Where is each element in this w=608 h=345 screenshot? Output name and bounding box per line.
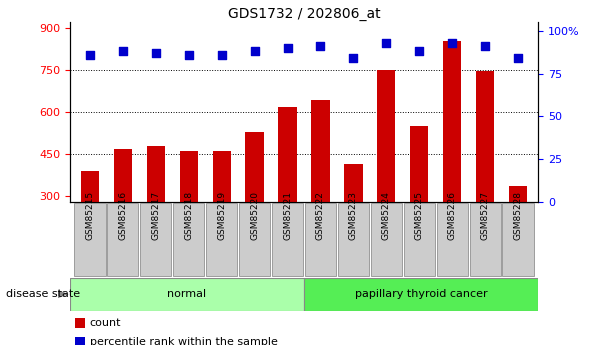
Text: GSM85224: GSM85224: [382, 191, 391, 240]
Text: percentile rank within the sample: percentile rank within the sample: [89, 337, 277, 345]
Point: [283, 45, 292, 51]
Polygon shape: [58, 290, 69, 298]
Point: [184, 52, 193, 58]
Text: papillary thyroid cancer: papillary thyroid cancer: [354, 289, 488, 299]
Bar: [213, 151, 230, 280]
Bar: [443, 41, 461, 280]
Text: GSM85222: GSM85222: [316, 191, 325, 240]
Text: count: count: [89, 318, 121, 328]
Point: [250, 49, 260, 54]
Point: [348, 56, 358, 61]
FancyBboxPatch shape: [272, 203, 303, 276]
Text: GSM85216: GSM85216: [118, 191, 127, 240]
Title: GDS1732 / 202806_at: GDS1732 / 202806_at: [227, 7, 381, 21]
Point: [382, 40, 392, 46]
Point: [415, 49, 424, 54]
Text: GSM85221: GSM85221: [283, 191, 292, 240]
FancyBboxPatch shape: [74, 203, 106, 276]
Bar: [147, 146, 165, 280]
Point: [513, 56, 523, 61]
FancyBboxPatch shape: [502, 203, 534, 276]
Bar: [410, 126, 429, 280]
Bar: [246, 132, 264, 280]
Text: normal: normal: [167, 289, 207, 299]
Bar: [311, 100, 330, 280]
FancyBboxPatch shape: [469, 203, 501, 276]
Bar: [75, 318, 85, 327]
FancyBboxPatch shape: [239, 203, 271, 276]
Text: GSM85219: GSM85219: [217, 191, 226, 240]
FancyBboxPatch shape: [173, 203, 204, 276]
FancyBboxPatch shape: [437, 203, 468, 276]
Bar: [278, 107, 297, 280]
Point: [316, 43, 325, 49]
Bar: [476, 71, 494, 280]
Point: [447, 40, 457, 46]
FancyBboxPatch shape: [305, 203, 336, 276]
Text: GSM85227: GSM85227: [481, 191, 490, 240]
FancyBboxPatch shape: [206, 203, 237, 276]
Text: GSM85225: GSM85225: [415, 191, 424, 240]
FancyBboxPatch shape: [337, 203, 369, 276]
FancyBboxPatch shape: [107, 203, 139, 276]
Bar: [378, 69, 395, 280]
Bar: [510, 186, 527, 280]
FancyBboxPatch shape: [404, 203, 435, 276]
Bar: [81, 171, 98, 280]
Point: [85, 52, 95, 58]
FancyBboxPatch shape: [304, 278, 538, 310]
Bar: [114, 149, 132, 280]
Text: GSM85215: GSM85215: [85, 191, 94, 240]
Text: disease state: disease state: [6, 289, 80, 299]
Text: GSM85228: GSM85228: [514, 191, 523, 240]
Bar: [344, 164, 362, 280]
Text: GSM85223: GSM85223: [349, 191, 358, 240]
Text: GSM85218: GSM85218: [184, 191, 193, 240]
FancyBboxPatch shape: [70, 278, 304, 310]
Text: GSM85217: GSM85217: [151, 191, 160, 240]
Point: [118, 49, 128, 54]
Text: GSM85220: GSM85220: [250, 191, 259, 240]
Bar: [179, 151, 198, 280]
Point: [151, 50, 161, 56]
Bar: [75, 337, 85, 345]
FancyBboxPatch shape: [140, 203, 171, 276]
Point: [480, 43, 490, 49]
Text: GSM85226: GSM85226: [448, 191, 457, 240]
FancyBboxPatch shape: [371, 203, 402, 276]
Point: [216, 52, 226, 58]
